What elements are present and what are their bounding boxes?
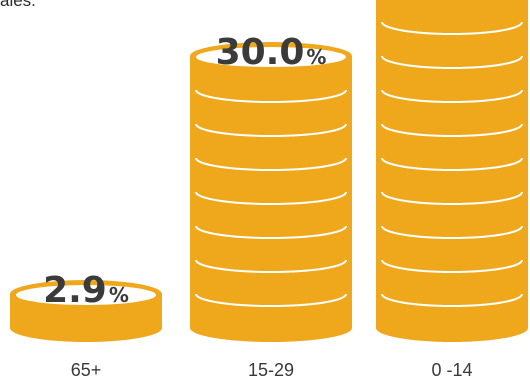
coin-edge-line <box>381 225 523 239</box>
coin-edge-line <box>381 259 523 273</box>
value-unit: % <box>487 0 507 1</box>
coin-stack-65- <box>10 280 162 342</box>
value-label: 30.0% <box>216 32 327 73</box>
category-label: 15-29 <box>248 360 294 380</box>
coin-edge-line <box>195 225 347 239</box>
value-label: 39.7% <box>397 0 508 5</box>
coin-edge-line <box>381 157 523 171</box>
caption-text: ales. <box>0 0 36 10</box>
value-unit: % <box>109 283 129 307</box>
value-unit: % <box>306 45 326 69</box>
coin-edge-line <box>195 259 347 273</box>
coin-edge-line <box>381 55 523 69</box>
coin-edge-line <box>195 157 347 171</box>
coin-edge-line <box>195 89 347 103</box>
coin-edge-line <box>381 123 523 137</box>
stack-top-face <box>16 285 156 305</box>
coin-edge-line <box>381 191 523 205</box>
value-number: 2.9 <box>43 270 107 311</box>
coin-edge-line <box>195 191 347 205</box>
coin-stack-0-14 <box>376 0 528 342</box>
coin-stack-15-29 <box>190 42 352 342</box>
coin-edge-line <box>195 123 347 137</box>
coin-edge-line <box>381 21 523 35</box>
value-label: 2.9% <box>43 270 129 311</box>
stack-top-rim <box>412 0 492 2</box>
stack-top-face <box>196 47 346 67</box>
value-number: 39.7 <box>397 0 486 5</box>
category-label: 65+ <box>71 360 102 380</box>
category-label: 0 -14 <box>431 360 472 380</box>
value-number: 30.0 <box>216 32 305 73</box>
coin-edge-line <box>381 89 523 103</box>
coin-edge-line <box>195 293 347 307</box>
coin-edge-line <box>381 293 523 307</box>
